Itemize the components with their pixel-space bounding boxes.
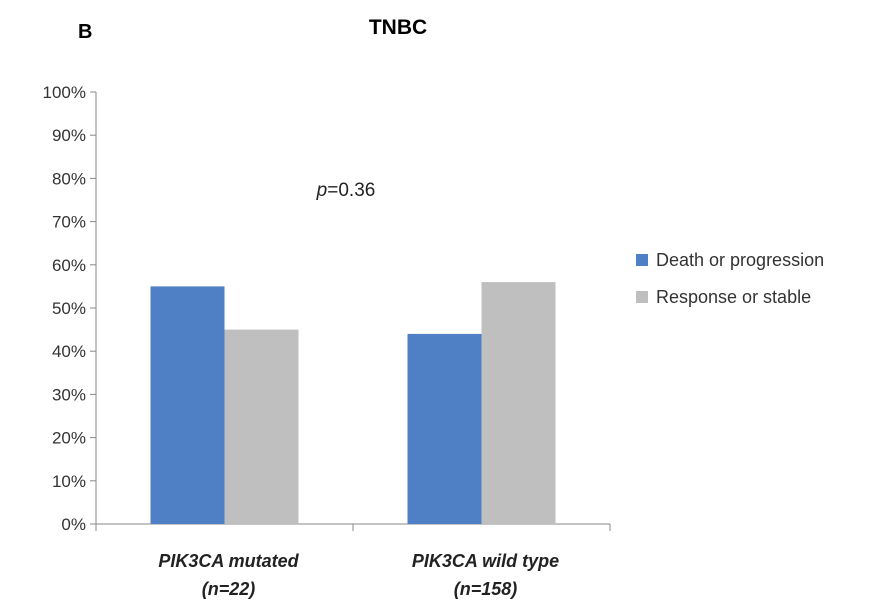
chart-title: TNBC xyxy=(369,16,427,39)
category-labels: PIK3CA mutated (n=22) PIK3CA wild type (n=1… xyxy=(158,551,559,599)
category-label-count: (n=22) xyxy=(202,579,256,599)
bars xyxy=(150,282,556,524)
legend: Death or progression Response or stable xyxy=(636,250,824,307)
y-tick-label: 80% xyxy=(52,169,86,188)
bar xyxy=(481,282,556,524)
y-tick-label: 60% xyxy=(52,256,86,275)
y-tick-label: 40% xyxy=(52,342,86,361)
legend-label: Response or stable xyxy=(656,287,811,307)
y-tick-label: 30% xyxy=(52,385,86,404)
p-value-number: =0.36 xyxy=(327,180,375,201)
x-axis xyxy=(95,523,611,531)
category-label-count: (n=158) xyxy=(454,579,518,599)
category-label-name: PIK3CA wild type xyxy=(412,551,559,571)
panel-letter: B xyxy=(78,21,92,43)
y-tick-label: 10% xyxy=(52,472,86,491)
bar xyxy=(407,333,482,524)
p-value-annotation: p=0.36 xyxy=(316,180,376,201)
bar xyxy=(224,329,299,524)
legend-label: Death or progression xyxy=(656,250,824,270)
y-tick-label: 20% xyxy=(52,429,86,448)
y-tick-label: 70% xyxy=(52,213,86,232)
category-label-name: PIK3CA mutated xyxy=(158,551,299,571)
legend-swatch xyxy=(636,254,648,266)
y-tick-label: 100% xyxy=(43,83,86,102)
y-axis: 0% 10% 20% 30% 40% 50% 60% 70% 80% 90% 100% xyxy=(43,83,97,534)
bar xyxy=(150,286,225,524)
legend-swatch xyxy=(636,291,648,303)
y-tick-label: 90% xyxy=(52,126,86,145)
y-tick-label: 0% xyxy=(61,515,86,534)
p-value-symbol: p xyxy=(316,180,328,201)
y-tick-label: 50% xyxy=(52,299,86,318)
